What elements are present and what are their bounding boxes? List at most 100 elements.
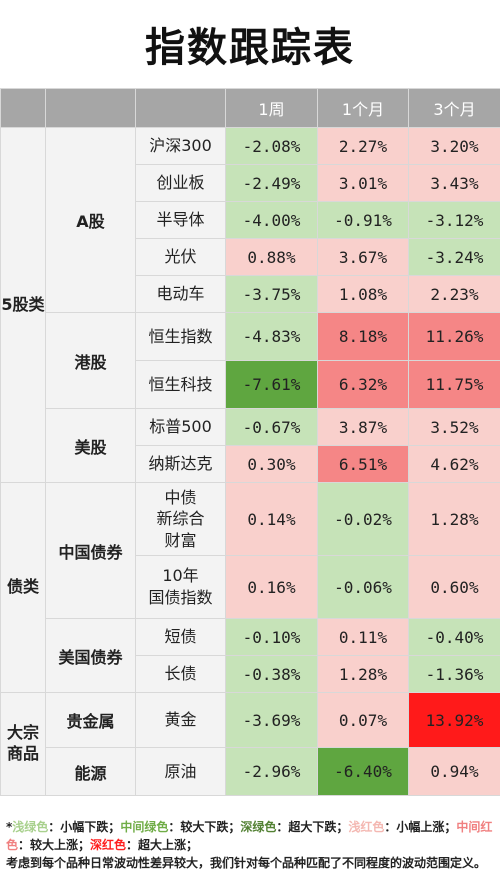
item-name-cell: 创业板 (135, 164, 226, 202)
value-cell-1w: 0.88% (225, 238, 318, 276)
group-cell: 美国债券 (45, 618, 136, 693)
table-row: 电动车 -3.75% 1.08% 2.23% (1, 275, 500, 313)
group-cell: 能源 (45, 747, 136, 796)
group-cell: 港股 (45, 312, 136, 409)
item-name-cell: 中债 新综合 财富 (135, 482, 226, 556)
value-cell-1w: -2.49% (225, 164, 318, 202)
value-cell-1m: 1.08% (317, 275, 409, 313)
legend-color-label: 中间红色 (6, 820, 493, 852)
value-cell-1w: -4.83% (225, 312, 318, 361)
group-cell: A股 (45, 127, 136, 313)
value-cell-3m: 2.23% (408, 275, 500, 313)
item-name-cell: 原油 (135, 747, 226, 796)
value-cell-1w: 0.16% (225, 555, 318, 619)
legend-color-meaning: ：较大上涨； (18, 838, 91, 852)
header-row: 1周 1个月 3个月 (0, 88, 500, 128)
header-cell-group (45, 88, 136, 128)
value-cell-1w: -0.38% (225, 655, 318, 693)
header-cell-3m: 3个月 (408, 88, 500, 128)
category-cell: 债类 (0, 482, 46, 693)
value-cell-1m: -0.02% (317, 482, 409, 556)
legend-color-label: 中间绿色 (120, 820, 169, 834)
value-cell-1m: -0.91% (317, 201, 409, 239)
legend: *浅绿色：小幅下跌；中间绿色：较大下跌；深绿色：超大下跌；浅红色：小幅上涨；中间… (6, 818, 496, 872)
category-cell: 大宗商品 (0, 692, 46, 796)
value-cell-1w: -2.08% (225, 127, 318, 165)
item-name-cell: 恒生科技 (135, 360, 226, 409)
table-row: 光伏 0.88% 3.67% -3.24% (1, 238, 500, 276)
page-title: 指数跟踪表 (145, 25, 355, 71)
value-cell-3m: -0.40% (408, 618, 500, 656)
value-cell-1w: -7.61% (225, 360, 318, 409)
legend-note: 考虑到每个品种日常波动性差异较大，我们针对每个品种匹配了不同程度的波动范围定义。 (6, 856, 487, 870)
header-cell-1w: 1周 (225, 88, 318, 128)
value-cell-1m: 8.18% (317, 312, 409, 361)
legend-color-meaning: ：小幅下跌； (48, 820, 121, 834)
legend-color-label: 浅红色 (348, 820, 385, 834)
value-cell-1w: -3.75% (225, 275, 318, 313)
value-cell-3m: 11.26% (408, 312, 500, 361)
table-row: 债类 中国债券 中债 新综合 财富 0.14% -0.02% 1.28% (0, 482, 500, 693)
value-cell-1m: 2.27% (317, 127, 409, 165)
value-cell-3m: 0.60% (408, 555, 500, 619)
table-row: 5股类 A股 沪深300 -2.08% 2.27% 3.20% (0, 127, 500, 483)
item-name-cell: 纳斯达克 (135, 445, 226, 483)
value-cell-3m: 1.28% (408, 482, 500, 556)
legend-color-meaning: ：较大下跌； (168, 820, 241, 834)
value-cell-3m: 13.92% (408, 692, 500, 748)
value-cell-3m: -3.12% (408, 201, 500, 239)
value-cell-3m: -1.36% (408, 655, 500, 693)
item-name-cell: 恒生指数 (135, 312, 226, 361)
table-row: 纳斯达克 0.30% 6.51% 4.62% (1, 445, 500, 483)
item-name-cell: 半导体 (135, 201, 226, 239)
value-cell-3m: 4.62% (408, 445, 500, 483)
table-row: 创业板 -2.49% 3.01% 3.43% (1, 164, 500, 202)
value-cell-1m: 6.32% (317, 360, 409, 409)
value-cell-1m: 1.28% (317, 655, 409, 693)
value-cell-1m: 0.11% (317, 618, 409, 656)
value-cell-3m: 3.20% (408, 127, 500, 165)
header-cell-item (135, 88, 226, 128)
table-row: 美国债券 短债 -0.10% 0.11% -0.40% (1, 618, 500, 693)
value-cell-1w: -3.69% (225, 692, 318, 748)
category-cell: 5股类 (0, 127, 46, 483)
item-name-cell: 黄金 (135, 692, 226, 748)
legend-color-meaning: ：超大下跌； (276, 820, 349, 834)
table-row: 美股 标普500 -0.67% 3.87% 3.52% (1, 408, 500, 483)
table-row: 半导体 -4.00% -0.91% -3.12% (1, 201, 500, 239)
legend-color-meaning: ：小幅上涨； (384, 820, 457, 834)
value-cell-1w: -0.67% (225, 408, 318, 446)
legend-color-label: 浅绿色 (12, 820, 49, 834)
value-cell-1w: -4.00% (225, 201, 318, 239)
value-cell-1m: 3.01% (317, 164, 409, 202)
value-cell-1m: 3.67% (317, 238, 409, 276)
table-row: 长债 -0.38% 1.28% -1.36% (1, 655, 500, 693)
value-cell-1w: -0.10% (225, 618, 318, 656)
value-cell-3m: 0.94% (408, 747, 500, 796)
legend-color-meaning: ：超大上涨； (126, 838, 199, 852)
table-row: 大宗商品 贵金属 黄金 -3.69% 0.07% 13.92% (0, 692, 500, 796)
value-cell-1m: 0.07% (317, 692, 409, 748)
value-cell-3m: 3.52% (408, 408, 500, 446)
item-name-cell: 长债 (135, 655, 226, 693)
item-name-cell: 沪深300 (135, 127, 226, 165)
table-row: 能源 原油 -2.96% -6.40% 0.94% (1, 747, 500, 796)
item-name-cell: 光伏 (135, 238, 226, 276)
value-cell-1m: -6.40% (317, 747, 409, 796)
header-cell-category (0, 88, 46, 128)
legend-color-label: 深红色 (90, 838, 127, 852)
value-cell-1m: 6.51% (317, 445, 409, 483)
value-cell-1m: 3.87% (317, 408, 409, 446)
value-cell-1w: -2.96% (225, 747, 318, 796)
group-cell: 中国债券 (45, 482, 136, 619)
table-row: 10年 国债指数 0.16% -0.06% 0.60% (1, 555, 500, 619)
value-cell-1w: 0.30% (225, 445, 318, 483)
index-tracking-table: 1周 1个月 3个月 5股类 A股 沪深300 -2.08% 2.27% 3.20% 创业板… (0, 88, 500, 796)
table-row: 恒生科技 -7.61% 6.32% 11.75% (1, 360, 500, 409)
table-row: 港股 恒生指数 -4.83% 8.18% 11.26% (1, 312, 500, 409)
legend-star: * (6, 820, 13, 834)
value-cell-1m: -0.06% (317, 555, 409, 619)
value-cell-3m: -3.24% (408, 238, 500, 276)
item-name-cell: 短债 (135, 618, 226, 656)
legend-color-label: 深绿色 (240, 820, 277, 834)
